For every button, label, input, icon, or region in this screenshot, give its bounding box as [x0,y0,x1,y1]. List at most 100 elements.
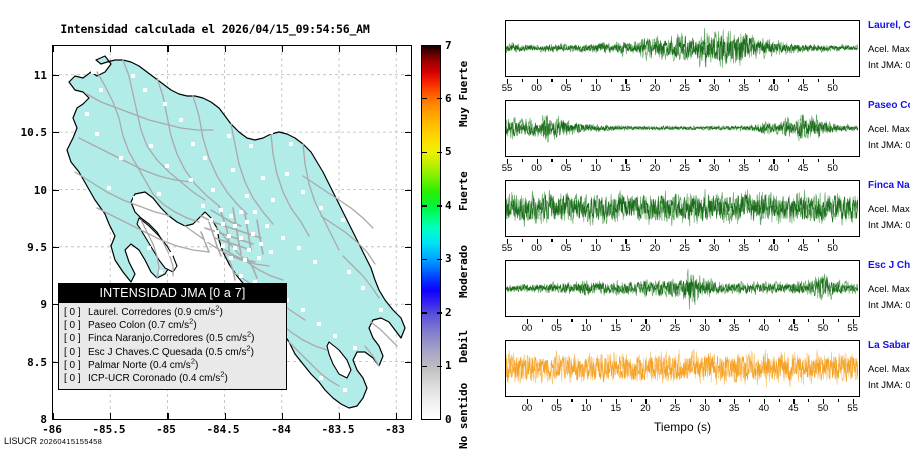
axis-tick-mark [714,159,716,164]
axis-minor-tick [581,159,583,162]
waveform-plot[interactable] [505,340,860,397]
axis-tick-mark [773,159,775,164]
axis-tick-mark [645,399,647,404]
axis-tick-mark [714,239,716,244]
axis-tick-label: 35 [738,83,750,94]
map-axis-tick [167,413,169,419]
axis-tick-label: 45 [797,83,809,94]
legend-item: [ 0 ] Palmar Norte (0.4 cm/s2) [64,356,199,371]
station-max-accel: Acel. Max. 0.0 [868,44,910,55]
axis-tick-mark [625,239,627,244]
axis-tick-mark [734,399,736,404]
axis-tick-label: 40 [768,243,779,254]
axis-tick-mark [566,239,568,244]
axis-tick-mark [507,159,509,164]
colorbar-category-fuerte: Fuerte [457,171,470,211]
colorbar-category-debil: Debil [457,329,470,363]
axis-tick-label: 00 [531,163,542,174]
axis-minor-tick [660,399,662,402]
axis-tick-mark [536,239,538,244]
colorbar-tick [422,366,442,368]
map-axis-tick [53,74,59,76]
station-jma-intensity: Int JMA: 0 [868,60,910,71]
map-axis-tick [110,46,112,52]
colorbar-tick [422,151,442,154]
colorbar-category-muy-fuerte: Muy Fuerte [457,60,470,127]
axis-tick-mark [773,239,775,244]
axis-tick-label: 55 [501,243,513,254]
axis-tick-label: 25 [679,163,690,174]
colorbar-value-7: 7 [445,39,452,52]
waveform-plot[interactable] [505,180,860,237]
axis-tick-mark [556,319,558,324]
legend-unit: cm/s [194,307,216,318]
axis-minor-tick [758,239,760,242]
legend-unit: cm/s [169,359,191,371]
axis-minor-tick [689,319,692,322]
axis-tick-mark [743,239,746,244]
axis-minor-tick [749,399,751,402]
waveform-plot[interactable] [505,20,860,77]
axis-tick-mark [823,399,825,404]
axis-minor-tick [749,319,751,322]
map-axis-tick [224,46,226,52]
unit-exponent: 2 [220,369,225,379]
waveform-trace [506,348,858,387]
x-tick-label: -83.5 [321,423,355,436]
legend-accel: 0.4 [153,359,167,371]
axis-tick-mark [675,399,677,404]
axis-tick-label: 15 [610,323,622,334]
map-axis-tick [167,46,169,52]
axis-tick-label: 55 [501,163,513,174]
legend-level: [ 0 ] [64,359,81,371]
axis-minor-tick [788,159,790,162]
axis-tick-label: 45 [797,243,809,254]
axis-tick-label: 10 [580,323,592,334]
axis-tick-mark [566,79,568,84]
legend-level: [ 0 ] [64,320,81,332]
waveform-plot[interactable] [505,100,860,157]
axis-tick-label: 45 [797,163,809,174]
axis-minor-tick [788,239,790,242]
axis-tick-label: 35 [728,403,740,414]
legend-accel: 0.5 [208,346,223,358]
station-markers [85,70,393,392]
legend-level: [ 0 ] [64,346,81,358]
axis-minor-tick [699,239,701,242]
colorbar-value-1: 1 [445,359,452,372]
axis-tick-label: 50 [827,83,838,94]
axis-tick-label: 15 [620,243,631,254]
map-axis-tick [396,413,398,419]
axis-minor-tick [788,79,790,82]
axis-tick-label: 25 [669,323,681,334]
waveform-trace [506,268,858,310]
axis-tick-mark [743,159,746,164]
axis-minor-tick [758,79,760,82]
axis-minor-tick [630,319,632,322]
axis-tick-mark [655,79,657,84]
map-axis-tick [405,304,411,306]
y-tick-label: 9.5 [27,241,47,254]
map-axis-tick [53,361,59,363]
axis-tick-mark [803,239,805,244]
axis-tick-label: 10 [590,83,602,94]
waveform-trace [506,114,858,143]
axis-minor-tick [669,159,672,162]
axis-tick-mark [704,399,706,404]
waveform-plot[interactable] [505,260,860,317]
axis-tick-label: 50 [827,243,838,254]
axis-tick-mark [803,159,805,164]
waveform-trace [506,27,858,68]
axis-tick-label: 50 [827,163,838,174]
axis-tick-label: 00 [531,243,542,254]
colorbar-tick [422,312,442,314]
colorbar-value-4: 4 [445,199,452,212]
time-axis: 00 05 10 15 20 25 30 35 40 45 50 55 [505,319,860,335]
axis-tick-label: 55 [501,83,513,94]
axis-tick-label: 10 [580,403,592,414]
y-tick-label: 8 [40,413,47,426]
map-axis-tick [339,413,341,419]
station-name: Esc J Chaves,C Quesad [868,260,910,271]
axis-tick-label: 40 [768,163,779,174]
map-axis-tick [281,413,283,419]
